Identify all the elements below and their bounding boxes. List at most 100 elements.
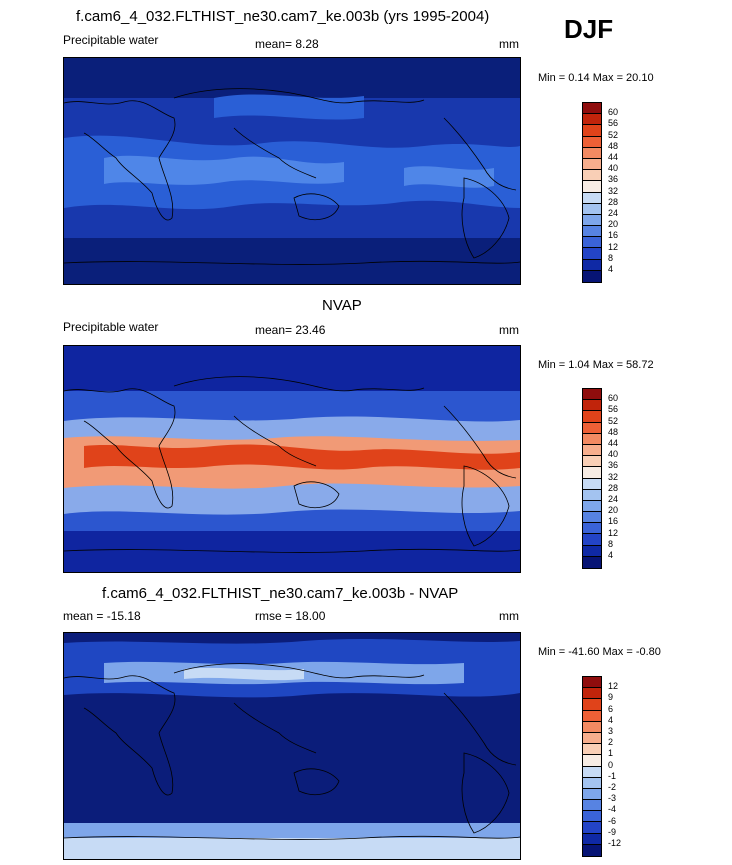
panel-1-title: f.cam6_4_032.FLTHIST_ne30.cam7_ke.003b (… (76, 8, 490, 25)
colorbar-cell (583, 788, 601, 801)
colorbar-tick-label: 4 (608, 550, 614, 560)
panel-2-minmax-label: Min = 1.04 Max = 58.72 (538, 359, 654, 371)
colorbar-cell (583, 822, 601, 834)
colorbar-tick-label: 9 (608, 692, 614, 703)
colorbar-cell (583, 766, 601, 778)
colorbar-cell (583, 389, 601, 401)
colorbar-tick-label: -3 (608, 793, 617, 804)
panel-1-mean-label: mean= 8.28 (255, 37, 319, 51)
colorbar-cell (583, 755, 601, 767)
colorbar-cell (583, 147, 601, 159)
colorbar-tick-label: 56 (608, 404, 619, 415)
colorbar-tick-label: 48 (608, 140, 619, 151)
colorbar-tick-label: -9 (608, 826, 617, 837)
colorbar-cell (583, 811, 601, 823)
colorbar-cell (583, 136, 601, 148)
colorbar-tick-label: 44 (608, 438, 619, 448)
colorbar-cell (583, 226, 601, 238)
colorbar-cell (583, 114, 601, 126)
colorbar-tick-label: 12 (608, 527, 619, 538)
colorbar-cell (583, 777, 601, 789)
colorbar-tick-label: 8 (608, 538, 614, 549)
colorbar-tick-label: 2 (608, 737, 614, 748)
colorbar-tick-label: 6 (608, 703, 614, 714)
colorbar-cell (583, 422, 601, 434)
panel-3-minmax-label: Min = -41.60 Max = -0.80 (538, 646, 661, 658)
colorbar-cell (583, 744, 601, 756)
colorbar-cell (583, 170, 601, 182)
panel-3-title: f.cam6_4_032.FLTHIST_ne30.cam7_ke.003b -… (102, 585, 459, 602)
colorbar-cell (583, 478, 601, 490)
colorbar-cell (583, 545, 601, 557)
colorbar-tick-label: 3 (608, 726, 614, 736)
colorbar-tick-label: 60 (608, 107, 619, 118)
panel-3-map (63, 632, 521, 860)
panel-2-map (63, 345, 521, 573)
colorbar-tick-label: 60 (608, 393, 619, 404)
panel-3-rmse-label: rmse = 18.00 (255, 609, 326, 623)
colorbar-tick-label: 4 (608, 264, 614, 274)
colorbar-cell (583, 192, 601, 204)
colorbar-tick-label: 16 (608, 516, 619, 527)
colorbar-cell (583, 103, 601, 115)
colorbar-tick-label: 52 (608, 129, 619, 140)
panel-3-mean-label: mean = -15.18 (63, 609, 141, 623)
colorbar-cell (583, 677, 601, 689)
colorbar-tick-label: 4 (608, 714, 614, 725)
colorbar-tick-label: 16 (608, 230, 619, 241)
colorbar-tick-label: 12 (608, 681, 619, 692)
panel-2-units-label: mm (499, 323, 519, 337)
colorbar-tick-label: 8 (608, 252, 614, 263)
panel-1-map (63, 57, 521, 285)
colorbar-cell (583, 125, 601, 137)
colorbar-cell (583, 556, 601, 568)
colorbar-cell (583, 444, 601, 457)
colorbar-cell (583, 456, 601, 468)
colorbar-tick-label: 48 (608, 426, 619, 437)
colorbar-cell (583, 214, 601, 227)
panel-1-map-field (64, 58, 520, 284)
panel-1-coastlines (64, 88, 520, 265)
colorbar-cell (583, 699, 601, 711)
colorbar-cell (583, 433, 601, 445)
colorbar-cell (583, 467, 601, 479)
panel-2-colorbar (582, 388, 602, 569)
colorbar-tick-label: 32 (608, 185, 619, 196)
panel-2-mean-label: mean= 23.46 (255, 323, 326, 337)
colorbar-cell (583, 489, 601, 501)
season-label: DJF (564, 14, 614, 44)
colorbar-cell (583, 844, 601, 856)
colorbar-tick-label: 44 (608, 152, 619, 162)
colorbar-cell (583, 400, 601, 412)
colorbar-cell (583, 248, 601, 260)
colorbar-tick-label: 20 (608, 219, 619, 230)
colorbar-cell (583, 411, 601, 423)
colorbar-tick-label: 52 (608, 415, 619, 426)
panel-3-coastlines (64, 663, 520, 840)
colorbar-tick-label: -6 (608, 815, 617, 826)
colorbar-tick-label: 1 (608, 748, 614, 759)
colorbar-cell (583, 732, 601, 745)
panel-1-minmax-label: Min = 0.14 Max = 20.10 (538, 72, 654, 84)
colorbar-cell (583, 181, 601, 193)
colorbar-cell (583, 833, 601, 845)
panel-2-variable-label: Precipitable water (63, 320, 159, 334)
colorbar-tick-label: 36 (608, 460, 619, 471)
panel-3-map-field (64, 633, 520, 859)
panel-3-colorbar (582, 676, 602, 857)
panel-1-units-label: mm (499, 37, 519, 51)
colorbar-tick-label: 40 (608, 449, 619, 460)
colorbar-tick-label: -1 (608, 770, 617, 781)
colorbar-tick-label: 32 (608, 471, 619, 482)
colorbar-tick-label: 24 (608, 208, 619, 218)
colorbar-tick-label: 40 (608, 163, 619, 174)
colorbar-cell (583, 800, 601, 812)
panel-2-title: NVAP (322, 297, 362, 314)
colorbar-cell (583, 237, 601, 249)
colorbar-tick-label: -4 (608, 804, 617, 815)
colorbar-cell (583, 158, 601, 171)
panel-1-variable-label: Precipitable water (63, 33, 159, 47)
colorbar-cell (583, 688, 601, 700)
colorbar-cell (583, 523, 601, 535)
colorbar-tick-label: -2 (608, 782, 617, 792)
